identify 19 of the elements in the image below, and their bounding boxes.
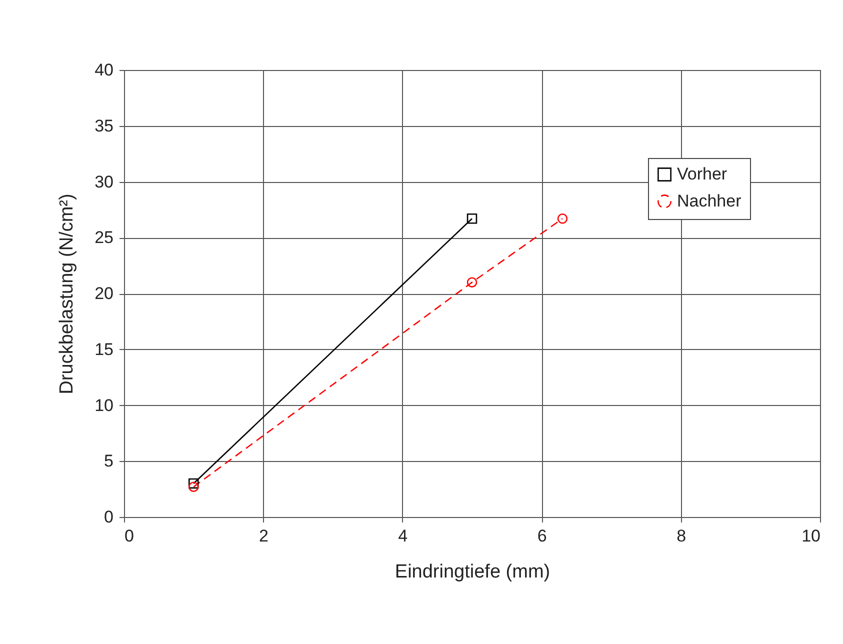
x-tick-label: 8 — [676, 526, 686, 546]
x-tick-label: 6 — [537, 526, 547, 546]
y-tick-label: 35 — [94, 116, 114, 136]
y-tick-label: 15 — [94, 340, 114, 359]
y-tick-label: 10 — [94, 396, 114, 415]
y-tick-label: 40 — [94, 60, 114, 80]
x-tick-label: 0 — [124, 526, 134, 546]
y-tick-label: 20 — [94, 284, 114, 303]
y-tick-label: 30 — [94, 172, 114, 192]
legend-label: Nachher — [677, 192, 742, 210]
x-axis-title: Eindringtiefe (mm) — [394, 562, 550, 582]
x-tick-label: 4 — [398, 526, 408, 546]
legend-label: Vorher — [677, 164, 728, 184]
y-tick-label: 0 — [104, 508, 114, 526]
y-axis-title: Druckbelastung (N/cm²) — [56, 194, 78, 394]
x-tick-label: 2 — [258, 526, 268, 546]
y-tick-label: 5 — [104, 452, 114, 471]
y-tick-label: 25 — [94, 228, 114, 248]
x-tick-label: 10 — [802, 526, 820, 546]
